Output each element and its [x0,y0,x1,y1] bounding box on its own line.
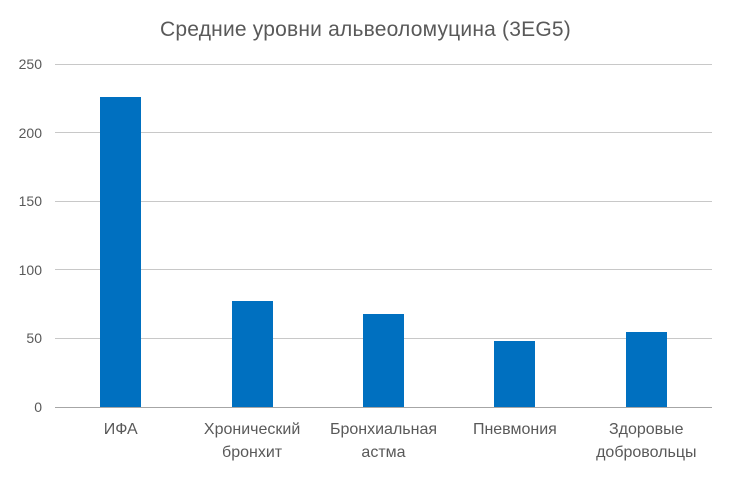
category-label: Хронический бронхит [203,421,301,462]
gridline [55,200,712,202]
x-axis-line [55,406,712,408]
plot-area [55,63,712,408]
bar-4 [494,341,536,407]
chart-title: Средние уровни альвеоломуцина (3EG5) [160,18,571,41]
bar-3 [363,313,404,407]
y-axis-tick-label: 200 [18,124,42,141]
category-label: Бронхиальная астма [329,421,438,462]
category-label: ИФА [103,421,138,438]
y-axis-tick-label: 100 [18,261,42,278]
bar-2 [231,301,273,407]
y-axis-tick-label: 50 [26,330,42,347]
gridline [55,269,712,271]
gridline [55,63,712,65]
gridline [55,132,712,134]
bar-1 [100,96,142,407]
y-axis-tick-label: 150 [18,193,42,210]
category-label: Пневмония [472,421,557,438]
y-axis-tick-label: 0 [34,399,42,415]
category-label: Здоровые добровольцы [596,421,697,462]
bar-5 [625,331,667,407]
y-axis-tick-label: 250 [18,56,42,72]
